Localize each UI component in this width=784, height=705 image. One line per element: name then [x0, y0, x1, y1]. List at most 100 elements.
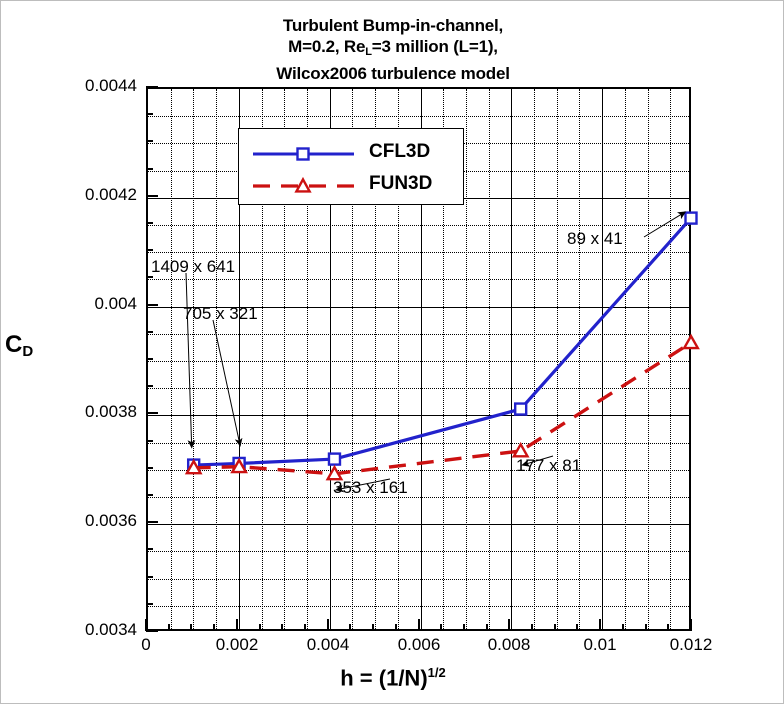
y-axis-tick-minor: [146, 249, 153, 251]
x-axis-tick-label: 0.008: [487, 635, 531, 654]
gridline-minor-horizontal: [148, 252, 689, 253]
x-axis-tick-label: 0.012: [669, 635, 713, 654]
x-axis-tick-minor: [440, 624, 442, 631]
annotation-label-705x321: 705 x 321: [183, 304, 258, 323]
y-axis-tick-major: [146, 86, 158, 88]
x-axis-tick-major: [690, 619, 692, 631]
x-axis-tick-major: [599, 619, 601, 631]
y-axis-tick-minor: [146, 168, 153, 170]
y-axis-tick-minor: [146, 440, 153, 442]
gridline-minor-vertical: [648, 89, 649, 629]
x-axis-tick-minor: [486, 624, 488, 631]
gridline-minor-vertical: [171, 89, 172, 629]
gridline-minor-vertical: [579, 89, 580, 629]
x-axis-tick-minor: [349, 624, 351, 631]
gridline-major-horizontal: [148, 524, 689, 525]
x-axis-tick-label: 0.006: [397, 635, 441, 654]
x-axis-tick-label: 0.002: [215, 635, 259, 654]
x-axis-tick-minor: [304, 624, 306, 631]
gridline-minor-vertical: [625, 89, 626, 629]
legend-sample-fun3d: [253, 176, 354, 193]
gridline-minor-vertical: [670, 89, 671, 629]
legend-label-cfl3d: CFL3D: [369, 141, 431, 162]
chart-title-line-3: Wilcox2006 turbulence model: [276, 64, 510, 83]
y-axis-tick-label: 0.0036: [85, 511, 137, 530]
y-axis-tick-major: [146, 521, 158, 523]
x-axis-tick-major: [236, 619, 238, 631]
annotation-label-353x161: 353 x 161: [333, 478, 408, 497]
y-axis-tick-major: [146, 304, 158, 306]
y-axis-tick-minor: [146, 576, 153, 578]
gridline-minor-horizontal: [148, 225, 689, 226]
x-axis-tick-major: [145, 619, 147, 631]
gridline-minor-horizontal: [148, 470, 689, 471]
y-axis-tick-minor: [146, 358, 153, 360]
x-axis-tick-major: [327, 619, 329, 631]
y-axis-tick-major: [146, 195, 158, 197]
chart-title: Turbulent Bump-in-channel, M=0.2, ReL=3 …: [1, 15, 784, 84]
gridline-minor-vertical: [216, 89, 217, 629]
gridline-minor-vertical: [489, 89, 490, 629]
y-axis-tick-minor: [146, 548, 153, 550]
gridline-major-vertical: [511, 89, 512, 629]
x-axis-tick-minor: [259, 624, 261, 631]
legend-item-cfl3d: CFL3D: [239, 139, 463, 169]
x-axis-tick-minor: [395, 624, 397, 631]
y-axis-tick-minor: [146, 385, 153, 387]
gridline-minor-horizontal: [148, 606, 689, 607]
x-axis-tick-minor: [463, 624, 465, 631]
gridline-major-vertical: [602, 89, 603, 629]
gridline-minor-horizontal: [148, 334, 689, 335]
chart-title-line-2-subscript: L: [365, 46, 372, 58]
y-axis-tick-minor: [146, 140, 153, 142]
gridline-minor-horizontal: [148, 443, 689, 444]
x-axis-tick-major: [508, 619, 510, 631]
annotation-label-89x41: 89 x 41: [567, 229, 623, 248]
y-axis-tick-label: 0.004: [94, 294, 137, 313]
y-axis-tick-minor: [146, 276, 153, 278]
y-axis-tick-minor: [146, 603, 153, 605]
x-axis-tick-minor: [554, 624, 556, 631]
gridline-minor-horizontal: [148, 497, 689, 498]
gridline-minor-vertical: [534, 89, 535, 629]
x-axis-tick-label: 0.01: [583, 635, 617, 654]
chart-title-line-2: M=0.2, ReL=3 million (L=1),: [1, 36, 784, 63]
y-axis-tick-major: [146, 630, 158, 632]
x-axis-tick-minor: [372, 624, 374, 631]
gridline-minor-horizontal: [148, 361, 689, 362]
legend-label-fun3d: FUN3D: [369, 173, 433, 194]
chart-legend: CFL3D FUN3D: [238, 128, 464, 205]
gridline-minor-horizontal: [148, 388, 689, 389]
x-axis-tick-minor: [190, 624, 192, 631]
y-axis-tick-major: [146, 412, 158, 414]
x-axis-tick-minor: [213, 624, 215, 631]
y-axis-title-main: C: [5, 331, 23, 358]
gridline-minor-horizontal: [148, 551, 689, 552]
y-axis-tick-minor: [146, 113, 153, 115]
x-axis-tick-minor: [531, 624, 533, 631]
y-axis-tick-label: 0.0042: [85, 185, 137, 204]
x-axis-tick-major: [418, 619, 420, 631]
chart-title-line-2-pre: M=0.2, Re: [288, 37, 366, 56]
x-axis-title-exponent: 1/2: [427, 665, 446, 680]
x-axis-tick-label: 0.004: [306, 635, 350, 654]
y-axis-tick-label: 0.0034: [85, 620, 137, 639]
y-axis-tick-minor: [146, 331, 153, 333]
gridline-minor-horizontal: [148, 579, 689, 580]
x-axis-tick-minor: [576, 624, 578, 631]
y-axis-tick-minor: [146, 222, 153, 224]
x-axis-title: h = (1/N)1/2: [1, 665, 784, 691]
x-axis-tick-minor: [645, 624, 647, 631]
gridline-minor-vertical: [557, 89, 558, 629]
gridline-minor-vertical: [466, 89, 467, 629]
y-axis-tick-minor: [146, 467, 153, 469]
y-axis-tick-label: 0.0038: [85, 402, 137, 421]
y-axis-title-subscript: D: [22, 343, 34, 360]
y-axis-tick-label: 0.0044: [85, 76, 137, 95]
gridline-major-horizontal: [148, 415, 689, 416]
x-axis-tick-minor: [667, 624, 669, 631]
gridline-minor-vertical: [193, 89, 194, 629]
legend-sample-cfl3d: [253, 147, 354, 161]
legend-item-fun3d: FUN3D: [239, 171, 463, 201]
